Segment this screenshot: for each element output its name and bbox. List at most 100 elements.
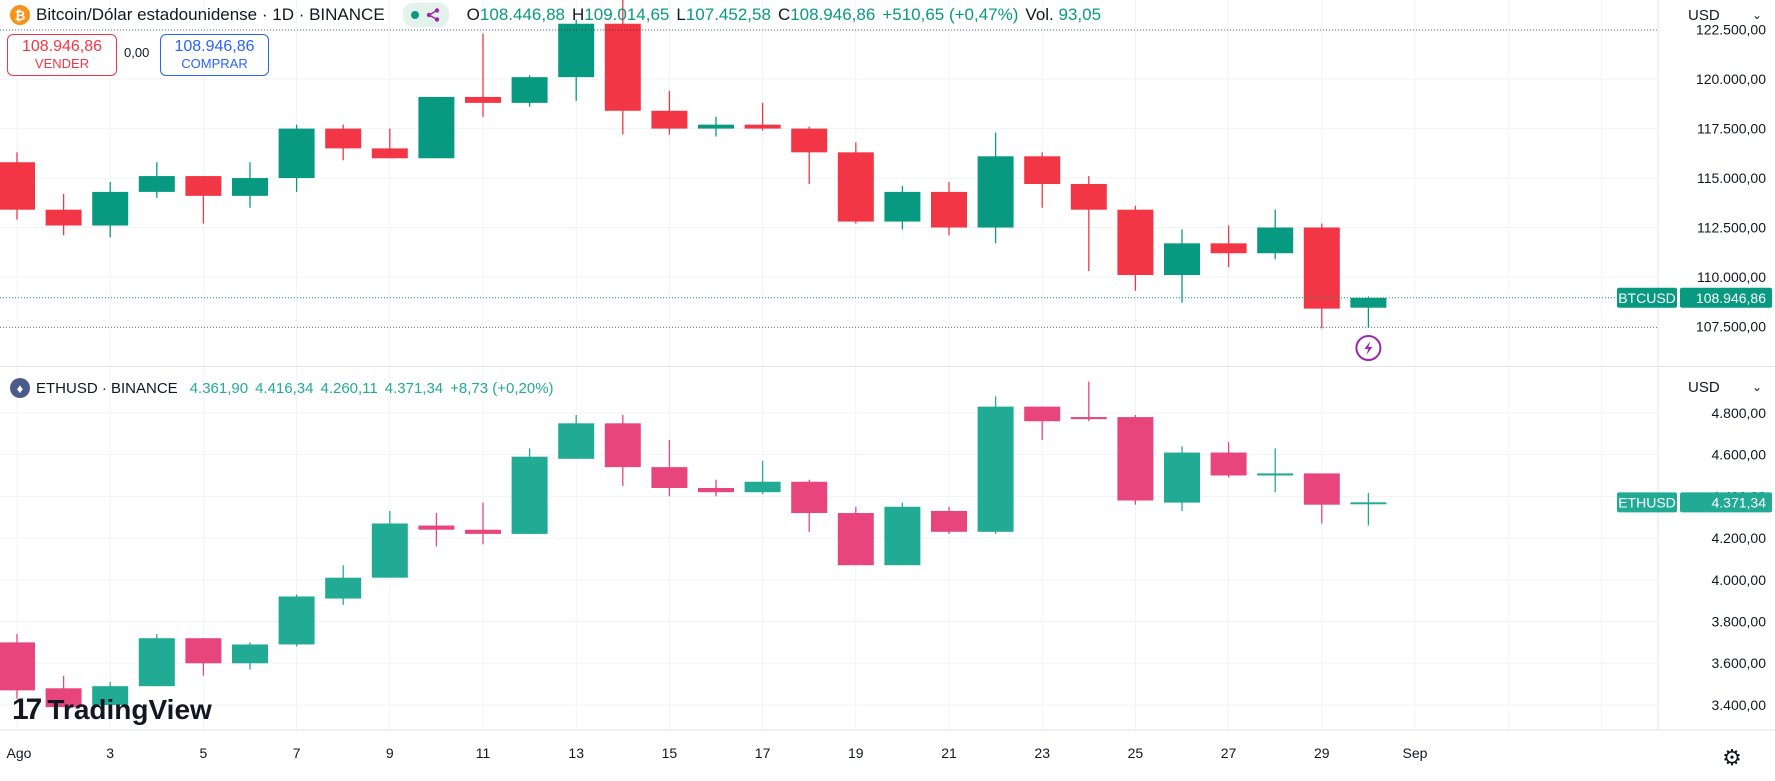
candle-body[interactable] [791, 128, 828, 153]
high-value: 109.014,65 [584, 5, 670, 24]
eth-legend: ♦ ETHUSD · BINANCE 4.361,90 4.416,34 4.2… [0, 375, 561, 401]
candle-body[interactable] [92, 686, 129, 705]
price-tick-label: 110.000,00 [1697, 269, 1766, 285]
candle-body[interactable] [1117, 417, 1154, 501]
candle-body[interactable] [931, 191, 967, 228]
candle-body[interactable] [185, 176, 222, 196]
candle-body[interactable] [698, 124, 734, 129]
time-tick-label: 17 [755, 745, 771, 761]
last-price-text-eth: 4.371,34 [1712, 494, 1767, 510]
candle-body[interactable] [1070, 417, 1107, 420]
candle-body[interactable] [744, 124, 781, 129]
candle-body[interactable] [511, 456, 548, 534]
currency-select-top[interactable]: USD ⌄ [1678, 1, 1772, 29]
candle-body[interactable] [651, 110, 688, 129]
candle-body[interactable] [45, 209, 82, 226]
candle-body[interactable] [558, 423, 595, 459]
time-tick-label: 7 [293, 745, 301, 761]
candle-body[interactable] [138, 176, 175, 192]
candle-body[interactable] [1024, 156, 1061, 184]
candle-body[interactable] [1350, 297, 1387, 308]
price-tick-label: 117.500,00 [1697, 121, 1766, 137]
candle-body[interactable] [465, 529, 501, 534]
price-tick-label: 4.000,00 [1712, 572, 1767, 588]
candle-body[interactable] [884, 191, 921, 222]
candle-body[interactable] [371, 523, 408, 578]
candle-body[interactable] [931, 510, 967, 532]
candle-body[interactable] [884, 506, 921, 566]
candle-body[interactable] [1303, 473, 1340, 505]
chevron-down-icon: ⌄ [1751, 380, 1762, 394]
candle-body[interactable] [1350, 502, 1387, 505]
candle-body[interactable] [0, 642, 35, 691]
time-tick-label: 3 [106, 745, 114, 761]
pane-separator[interactable] [0, 366, 1775, 367]
buy-button[interactable]: 108.946,86 COMPRAR [160, 34, 269, 76]
last-price-text-btc: 108.946,86 [1696, 290, 1766, 306]
high-label: H [572, 5, 585, 24]
candle-body[interactable] [1257, 473, 1294, 476]
symbol-tag-btc-text: BTCUSD [1618, 290, 1676, 306]
time-tick-label: Sep [1403, 745, 1428, 761]
candle-body[interactable] [1164, 452, 1200, 503]
candle-body[interactable] [232, 178, 268, 196]
candle-body[interactable] [837, 513, 874, 566]
candle-body[interactable] [1164, 243, 1200, 275]
candle-body[interactable] [791, 481, 828, 514]
sell-price: 108.946,86 [21, 38, 103, 55]
change-value: +510,65 (+0,47%) [882, 5, 1019, 24]
price-tick-label: 4.600,00 [1712, 447, 1767, 463]
candle-body[interactable] [744, 481, 781, 493]
share-nodes-icon[interactable] [425, 7, 441, 23]
time-tick-label: Ago [7, 745, 32, 761]
candle-body[interactable] [232, 644, 268, 664]
candle-body[interactable] [418, 96, 455, 159]
candle-body[interactable] [651, 467, 688, 488]
candle-body[interactable] [92, 191, 129, 226]
indicator-pill[interactable] [402, 3, 449, 27]
currency-select-bottom[interactable]: USD ⌄ [1678, 373, 1772, 401]
time-tick-label: 23 [1034, 745, 1050, 761]
candle-body[interactable] [325, 128, 362, 149]
candle-body[interactable] [511, 77, 548, 103]
volume-label: Vol. [1025, 5, 1054, 24]
tradingview-logo[interactable]: 17 TradingView [12, 693, 212, 727]
candle-body[interactable] [977, 156, 1014, 228]
candle-body[interactable] [1024, 406, 1061, 422]
candle-body[interactable] [977, 406, 1014, 532]
eth-symbol-title[interactable]: ETHUSD · BINANCE [36, 379, 178, 397]
sell-label: VENDER [34, 56, 90, 71]
candle-body[interactable] [138, 638, 175, 687]
candle-body[interactable] [604, 423, 641, 468]
candle-body[interactable] [698, 488, 734, 493]
candle-body[interactable] [465, 96, 501, 103]
candle-body[interactable] [558, 23, 595, 78]
tradingview-mark-icon: 17 [12, 693, 42, 726]
candle-body[interactable] [0, 162, 35, 210]
candle-body[interactable] [1303, 227, 1340, 309]
close-value: 108.946,86 [790, 5, 876, 24]
candle-body[interactable] [837, 152, 874, 222]
candle-body[interactable] [1210, 243, 1247, 254]
candle-body[interactable] [1210, 452, 1247, 476]
price-tick-label: 4.800,00 [1712, 405, 1767, 421]
candle-body[interactable] [45, 688, 82, 708]
candle-body[interactable] [418, 525, 455, 530]
sell-button[interactable]: 108.946,86 VENDER [7, 34, 117, 76]
settings-gear-icon[interactable]: ⚙ [1722, 745, 1742, 770]
candle-body[interactable] [278, 128, 315, 179]
symbol-tag-eth-text: ETHUSD [1618, 494, 1676, 510]
btc-symbol-title[interactable]: Bitcoin/Dólar estadounidense · 1D · BINA… [36, 5, 385, 24]
candle-body[interactable] [278, 596, 315, 645]
candle-body[interactable] [1070, 183, 1107, 210]
candle-body[interactable] [1257, 227, 1294, 254]
candle-body[interactable] [325, 577, 362, 599]
time-tick-label: 5 [200, 745, 208, 761]
candle-body[interactable] [1117, 209, 1154, 275]
price-tick-label: 107.500,00 [1696, 318, 1766, 334]
eth-change-value: +8,73 (+0,20%) [450, 379, 554, 397]
candle-body[interactable] [185, 638, 222, 664]
candle-body[interactable] [371, 148, 408, 159]
candle-body[interactable] [604, 23, 641, 111]
